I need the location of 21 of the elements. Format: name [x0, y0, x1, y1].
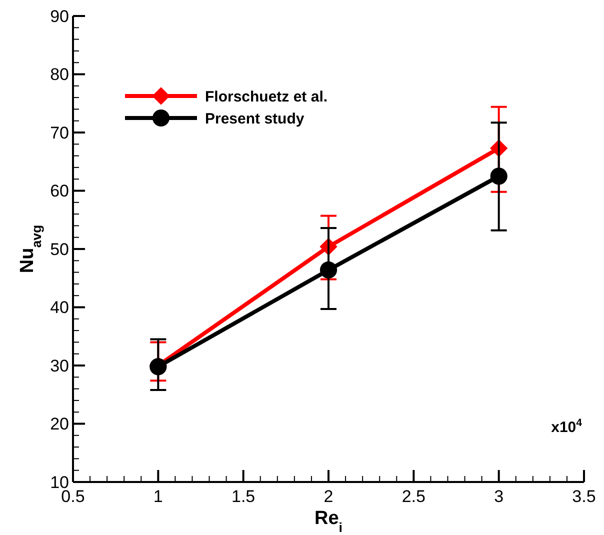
- point: [490, 168, 508, 185]
- x-tick-label: 3: [494, 487, 504, 506]
- legend-label: Florschuetz et al.: [205, 88, 328, 106]
- y-tick-label: 90: [50, 6, 69, 26]
- x-tick-label: 1.5: [232, 487, 256, 506]
- x-axis-title: Re$_{i}$: [314, 508, 342, 534]
- x-tick-label: 1: [153, 487, 163, 506]
- x-tick-label: 3.5: [572, 487, 596, 506]
- y-tick-label: 80: [50, 65, 69, 84]
- legend-label: Present study: [205, 110, 305, 128]
- y-tick-label: 70: [50, 123, 69, 142]
- x-tick-label: 2: [324, 487, 334, 506]
- y-tick-label: 20: [50, 414, 69, 434]
- y-tick-label: 40: [50, 298, 69, 318]
- y-tick-label: 30: [50, 356, 69, 376]
- x-tick-label: 0.5: [61, 487, 85, 506]
- x-tick-label: 2.5: [402, 487, 426, 506]
- point: [320, 261, 338, 279]
- y-tick-label: 60: [50, 182, 69, 201]
- annotation: x10$^{4}$: [551, 417, 582, 436]
- y-tick-label: 50: [50, 240, 69, 259]
